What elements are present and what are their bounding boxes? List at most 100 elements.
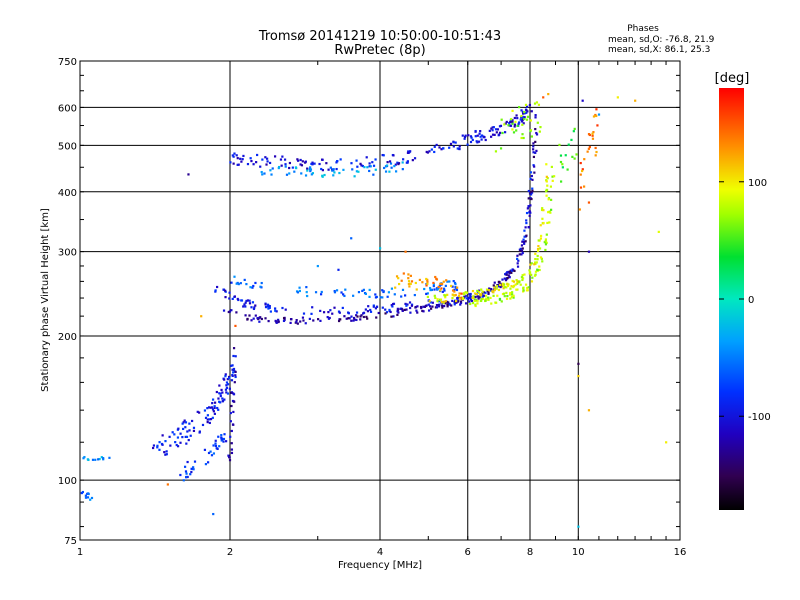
data-point [360,164,363,167]
data-point [516,124,519,127]
data-point [511,109,514,112]
data-point [337,319,341,323]
data-point [657,230,660,233]
data-point [474,299,477,302]
data-point [521,123,524,126]
data-point [549,211,552,214]
data-point [530,273,533,276]
data-point [516,257,519,261]
data-point [98,457,101,461]
y-tick-label: 200 [58,332,77,343]
data-point [397,311,400,314]
data-point [505,120,508,124]
data-point [525,219,528,222]
data-point [253,306,256,309]
data-point [474,304,477,308]
data-point [181,422,184,425]
data-point [520,276,524,279]
data-point [230,404,233,408]
data-point [451,289,455,292]
data-point [216,285,219,289]
data-point [245,299,248,303]
data-point [455,288,459,292]
data-point [448,302,451,306]
data-point [497,284,500,288]
data-point [339,158,342,161]
data-point [228,291,231,294]
data-point [427,309,431,312]
data-point [231,364,234,367]
data-point [357,170,360,173]
data-point [407,277,410,280]
data-point [416,305,419,308]
data-point [451,293,454,296]
data-point [222,437,226,441]
data-point [516,282,519,285]
data-point [395,275,399,278]
data-point [468,300,471,303]
data-point [444,294,447,297]
data-point [213,406,216,410]
data-point [511,291,514,294]
data-point [537,245,540,248]
data-point [208,406,211,409]
data-point [317,318,320,321]
data-point [402,272,405,275]
data-point [535,261,538,264]
data-point [454,283,457,286]
data-point [508,293,512,296]
data-point [325,162,328,165]
data-point [493,288,496,291]
data-point [591,134,594,137]
data-point [498,280,501,284]
data-point [218,392,221,395]
data-point [470,136,473,139]
data-point [561,166,564,169]
data-point [592,131,595,134]
data-point [225,386,229,389]
data-point [509,124,512,127]
data-point [519,247,522,250]
data-point [522,136,525,140]
data-point [309,168,313,171]
data-point [494,301,497,304]
data-point [454,286,457,289]
data-point [225,384,228,387]
data-point [535,133,539,136]
data-point [264,303,267,306]
data-point [532,142,535,145]
data-point [502,287,505,290]
data-point [515,279,518,282]
data-point [353,175,356,178]
data-point [534,261,537,264]
data-point [356,315,359,318]
data-point [436,300,439,303]
data-point [415,288,418,291]
data-point [209,418,213,421]
data-point [500,118,503,121]
data-point [503,123,506,126]
data-point [215,390,218,394]
data-point [228,456,231,459]
data-point [213,405,216,408]
data-point [350,237,353,240]
data-point [523,117,526,121]
data-point [528,210,531,213]
data-point [530,110,533,113]
data-point [442,287,446,290]
data-point [404,250,407,253]
data-point [542,221,545,225]
data-point [425,292,428,296]
data-point [505,286,508,289]
data-point [477,289,481,292]
data-point [443,304,446,308]
data-point [464,291,467,294]
data-point [222,440,225,443]
data-point [476,134,479,137]
data-point [463,137,466,140]
data-point [512,131,516,134]
data-point [299,158,302,162]
data-point [545,180,548,183]
data-point [198,411,201,414]
data-point [336,159,339,163]
